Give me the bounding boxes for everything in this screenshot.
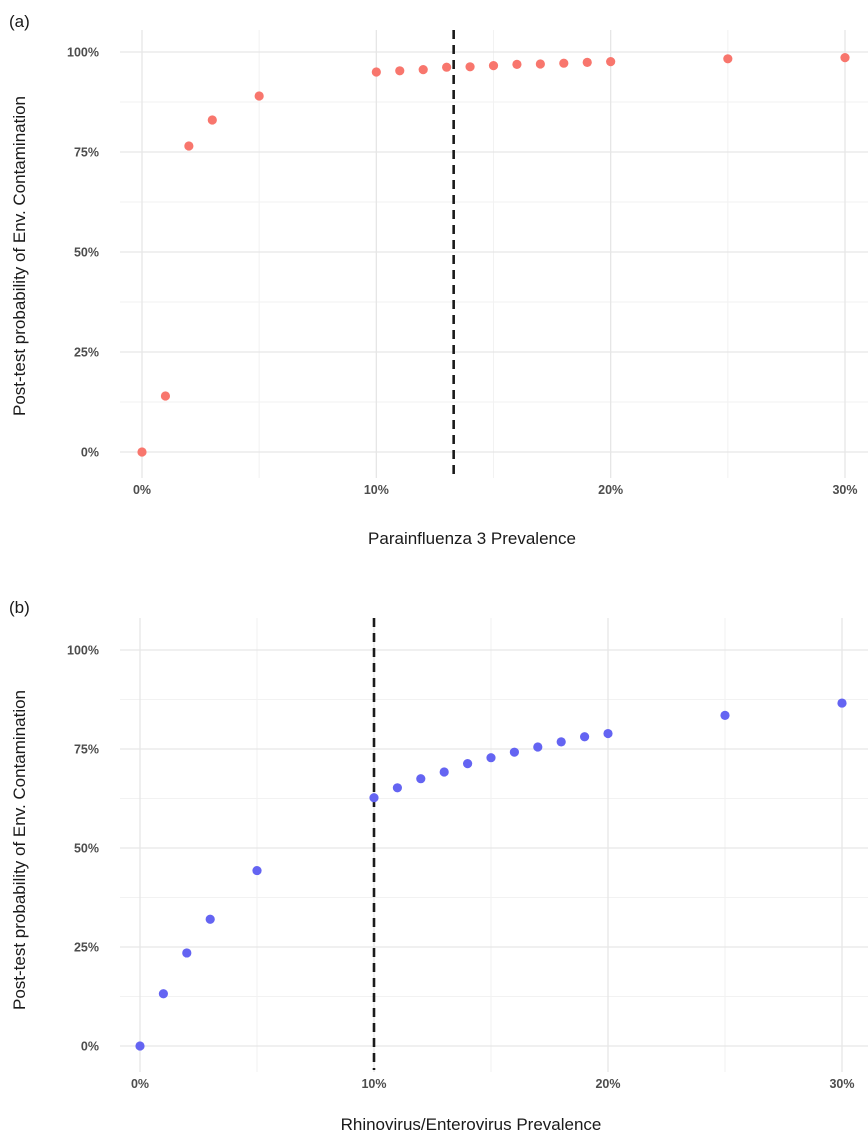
data-point (439, 767, 449, 777)
data-point (369, 793, 379, 803)
y-axis-title-b: Post-test probability of Env. Contaminat… (10, 690, 29, 1010)
tick-labels-a: 0% 25% 50% 75% 100% 0% 10% 20% 30% (67, 46, 858, 498)
data-point (582, 57, 592, 67)
data-point (465, 62, 475, 72)
panel-a: 0% 25% 50% 75% 100% 0% 10% 20% 30% (a) Parainflu… (9, 12, 868, 548)
data-point (486, 753, 496, 763)
y-tick-label: 0% (81, 446, 99, 460)
data-point (137, 447, 147, 457)
x-tick-label: 10% (364, 483, 389, 497)
data-point (252, 865, 262, 876)
data-point (184, 141, 194, 151)
data-point (509, 747, 519, 757)
grid-a (120, 30, 868, 478)
x-tick-label: 0% (133, 483, 151, 497)
data-point (559, 58, 569, 68)
y-tick-label: 75% (74, 743, 99, 757)
data-point (580, 732, 590, 742)
data-point (488, 61, 499, 71)
points-a (137, 30, 850, 476)
data-point (205, 914, 215, 924)
x-axis-title-a: Parainfluenza 3 Prevalence (368, 529, 576, 548)
data-point (160, 391, 171, 401)
data-point (606, 57, 616, 67)
data-point (723, 54, 733, 64)
data-point (463, 759, 473, 769)
data-point (556, 737, 566, 747)
x-tick-label: 20% (595, 1077, 620, 1091)
data-point (512, 59, 522, 69)
panel-label-a: (a) (9, 12, 30, 31)
data-point (392, 783, 402, 793)
panel-label-b: (b) (9, 598, 30, 617)
x-tick-label: 0% (131, 1077, 149, 1091)
data-point (416, 774, 426, 784)
data-point (158, 989, 168, 999)
data-point (603, 728, 613, 739)
data-point (837, 698, 847, 708)
data-point (182, 948, 192, 958)
y-tick-label: 100% (67, 46, 99, 60)
y-tick-label: 100% (67, 644, 99, 658)
data-point (254, 91, 264, 101)
x-tick-label: 20% (598, 483, 623, 497)
points-b (135, 618, 847, 1070)
grid-b (120, 618, 868, 1072)
data-point (395, 66, 405, 76)
data-point (371, 67, 381, 77)
data-point (442, 62, 452, 72)
data-point (135, 1041, 145, 1051)
data-point (840, 53, 850, 63)
tick-labels-b: 0% 25% 50% 75% 100% 0% 10% 20% 30% (67, 644, 855, 1092)
y-axis-title-a: Post-test probability of Env. Contaminat… (10, 96, 29, 416)
panel-b: 0% 25% 50% 75% 100% 0% 10% 20% 30% (b) Rhinoviru… (9, 598, 868, 1134)
y-tick-label: 25% (74, 941, 99, 955)
y-tick-label: 50% (74, 246, 99, 260)
data-point (418, 65, 428, 75)
data-point (207, 115, 217, 125)
y-tick-label: 0% (81, 1040, 99, 1054)
x-tick-label: 30% (829, 1077, 854, 1091)
x-tick-label: 30% (832, 483, 857, 497)
x-axis-title-b: Rhinovirus/Enterovirus Prevalence (341, 1115, 602, 1134)
y-tick-label: 50% (74, 842, 99, 856)
data-point (533, 742, 543, 752)
x-tick-label: 10% (361, 1077, 386, 1091)
data-point (720, 710, 730, 720)
y-tick-label: 75% (74, 146, 99, 160)
y-tick-label: 25% (74, 346, 99, 360)
data-point (535, 59, 545, 69)
